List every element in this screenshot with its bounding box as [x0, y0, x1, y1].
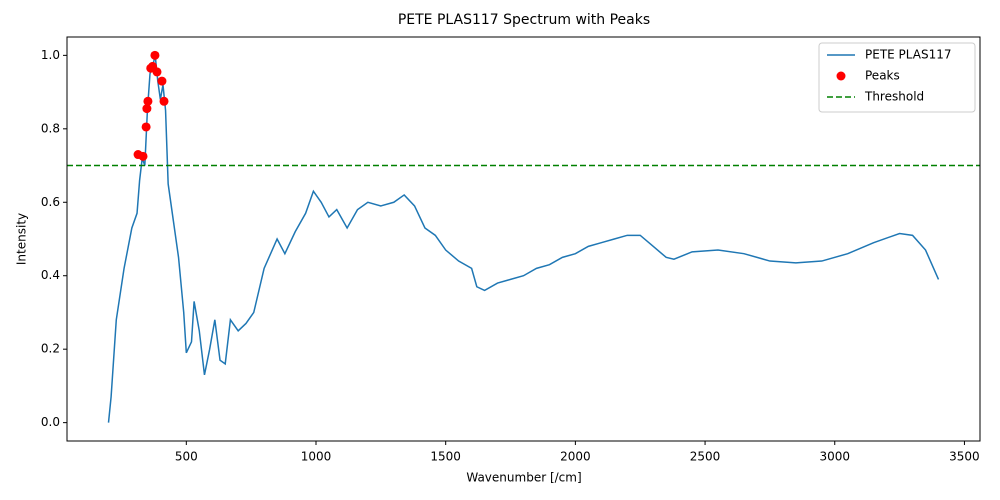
legend-label: PETE PLAS117	[865, 48, 951, 62]
x-tick-label: 1000	[301, 450, 332, 464]
legend-label: Threshold	[864, 90, 924, 104]
y-tick-label: 0.2	[41, 342, 60, 356]
x-tick-label: 1500	[430, 450, 461, 464]
chart-title: PETE PLAS117 Spectrum with Peaks	[398, 12, 650, 28]
plot-frame	[66, 36, 981, 442]
x-tick-label: 2000	[560, 450, 591, 464]
peak-point	[141, 122, 151, 132]
y-tick-label: 0.0	[41, 415, 60, 429]
peak-point	[138, 151, 148, 161]
y-axis-label: Intensity	[15, 213, 29, 265]
peak-point	[159, 96, 169, 106]
x-tick-label: 3500	[949, 450, 980, 464]
peak-point	[143, 96, 153, 106]
y-tick-label: 0.8	[41, 121, 60, 135]
peak-point	[150, 50, 160, 60]
x-tick-label: 500	[175, 450, 198, 464]
peak-point	[152, 67, 162, 77]
legend-label: Peaks	[865, 69, 900, 83]
x-axis-label: Wavenumber [/cm]	[466, 471, 581, 485]
x-tick-label: 2500	[690, 450, 721, 464]
y-tick-label: 1.0	[41, 48, 60, 62]
peak-point	[157, 76, 167, 86]
y-tick-label: 0.4	[41, 268, 60, 282]
peak-point	[142, 104, 152, 114]
x-tick-label: 3000	[819, 450, 850, 464]
legend-box	[818, 42, 976, 113]
spectrum-line	[107, 55, 940, 423]
legend-marker	[836, 71, 846, 81]
y-tick-label: 0.6	[41, 195, 60, 209]
